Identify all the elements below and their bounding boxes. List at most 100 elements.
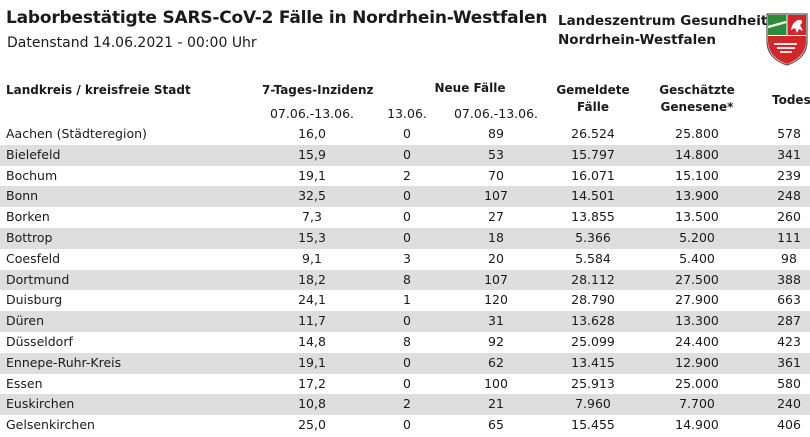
deaths: 260 xyxy=(777,209,801,225)
district-name: Coesfeld xyxy=(6,250,61,266)
table-row: Bonn 32,5 0 107 14.501 13.900 248 xyxy=(0,186,810,208)
reported-cases: 28.790 xyxy=(571,292,615,308)
incidence-value: 7,3 xyxy=(302,209,322,225)
incidence-value: 16,0 xyxy=(298,126,326,141)
reported-cases: 15.455 xyxy=(571,417,615,433)
district-name: Gelsenkirchen xyxy=(6,417,95,433)
new-cases-day: 0 xyxy=(403,126,411,141)
district-name: Dortmund xyxy=(6,271,70,287)
recovered-estimate: 7.700 xyxy=(679,396,715,412)
new-cases-week: 18 xyxy=(488,229,504,245)
district-name: Bochum xyxy=(6,167,58,183)
new-cases-day: 0 xyxy=(403,188,411,204)
new-cases-week: 107 xyxy=(484,188,508,204)
subheader-new-cases-week: 07.06.-13.06. xyxy=(453,106,539,121)
reported-cases: 13.628 xyxy=(571,313,615,329)
new-cases-week: 65 xyxy=(488,417,504,433)
column-header-reported-line-2: Fälle xyxy=(577,100,609,114)
district-name: Düsseldorf xyxy=(6,333,73,349)
incidence-value: 11,7 xyxy=(298,313,326,329)
reported-cases: 5.584 xyxy=(575,250,611,266)
deaths: 388 xyxy=(777,271,801,287)
case-table-body: Aachen (Städteregion) 16,0 0 89 26.524 25.800… xyxy=(0,124,810,436)
recovered-estimate: 13.900 xyxy=(675,188,719,204)
deaths: 239 xyxy=(777,167,801,183)
column-header-recovered-line-2: Genesene* xyxy=(660,100,734,114)
deaths: 406 xyxy=(777,417,801,433)
table-row: Duisburg 24,1 1 120 28.790 27.900 663 xyxy=(0,290,810,311)
recovered-estimate: 25.000 xyxy=(675,375,719,391)
new-cases-week: 70 xyxy=(488,167,504,183)
district-name: Bonn xyxy=(6,188,39,204)
reported-cases: 15.797 xyxy=(571,146,615,162)
recovered-estimate: 15.100 xyxy=(675,167,719,183)
reported-cases: 14.501 xyxy=(571,188,615,204)
table-row: Coesfeld 9,1 3 20 5.584 5.400 98 xyxy=(0,249,810,270)
column-header-reported-cases: Gemeldete Fälle xyxy=(555,82,631,116)
incidence-value: 9,1 xyxy=(302,250,322,266)
incidence-value: 19,1 xyxy=(298,167,326,183)
reported-cases: 16.071 xyxy=(571,167,615,183)
recovered-estimate: 5.400 xyxy=(679,250,715,266)
new-cases-week: 100 xyxy=(484,375,508,391)
new-cases-week: 20 xyxy=(488,250,504,266)
district-name: Duisburg xyxy=(6,292,63,308)
new-cases-day: 2 xyxy=(403,167,411,183)
recovered-estimate: 14.800 xyxy=(675,146,719,162)
new-cases-week: 120 xyxy=(484,292,508,308)
column-header-district: Landkreis / kreisfreie Stadt xyxy=(6,83,191,97)
table-row: Gelsenkirchen 25,0 0 65 15.455 14.900 406 xyxy=(0,415,810,436)
table-row: Düsseldorf 14,8 8 92 25.099 24.400 423 xyxy=(0,332,810,353)
recovered-estimate: 27.900 xyxy=(675,292,719,308)
district-name: Ennepe-Ruhr-Kreis xyxy=(6,354,122,370)
reported-cases: 13.415 xyxy=(571,354,615,370)
incidence-value: 24,1 xyxy=(298,292,326,308)
table-row: Bochum 19,1 2 70 16.071 15.100 239 xyxy=(0,166,810,187)
new-cases-day: 0 xyxy=(403,375,411,391)
column-header-recovered: Geschätzte Genesene* xyxy=(645,82,749,116)
new-cases-week: 21 xyxy=(488,396,504,412)
new-cases-day: 0 xyxy=(403,146,411,162)
new-cases-week: 27 xyxy=(488,209,504,225)
incidence-value: 15,9 xyxy=(298,146,326,162)
incidence-value: 14,8 xyxy=(298,333,326,349)
new-cases-week: 31 xyxy=(488,313,504,329)
new-cases-day: 0 xyxy=(403,417,411,433)
district-name: Bottrop xyxy=(6,229,53,245)
deaths: 111 xyxy=(777,229,801,245)
reported-cases: 25.913 xyxy=(571,375,615,391)
recovered-estimate: 24.400 xyxy=(675,333,719,349)
new-cases-day: 8 xyxy=(403,333,411,349)
subheader-new-cases-day: 13.06. xyxy=(387,106,427,121)
new-cases-week: 92 xyxy=(488,333,504,349)
new-cases-day: 0 xyxy=(403,313,411,329)
new-cases-week: 89 xyxy=(488,126,504,141)
reported-cases: 25.099 xyxy=(571,333,615,349)
new-cases-week: 62 xyxy=(488,354,504,370)
deaths: 248 xyxy=(777,188,801,204)
column-header-deaths: Todesfälle xyxy=(772,93,810,107)
column-header-incidence: 7-Tages-Inzidenz xyxy=(262,83,374,97)
new-cases-day: 1 xyxy=(403,292,411,308)
new-cases-day: 0 xyxy=(403,229,411,245)
district-name: Euskirchen xyxy=(6,396,75,412)
incidence-value: 15,3 xyxy=(298,229,326,245)
new-cases-day: 3 xyxy=(403,250,411,266)
reported-cases: 7.960 xyxy=(575,396,611,412)
deaths: 240 xyxy=(777,396,801,412)
deaths: 287 xyxy=(777,313,801,329)
column-header-recovered-line-1: Geschätzte xyxy=(659,83,735,97)
reported-cases: 5.366 xyxy=(575,229,611,245)
recovered-estimate: 13.500 xyxy=(675,209,719,225)
deaths: 423 xyxy=(777,333,801,349)
table-row: Bielefeld 15,9 0 53 15.797 14.800 341 xyxy=(0,144,810,166)
deaths: 578 xyxy=(777,126,801,141)
reported-cases: 13.855 xyxy=(571,209,615,225)
subheader-incidence-period: 07.06.-13.06. xyxy=(269,106,355,121)
publisher-line-1: Landeszentrum Gesundheit xyxy=(558,13,768,29)
table-row: Ennepe-Ruhr-Kreis 19,1 0 62 13.415 12.900 361 xyxy=(0,352,810,374)
reported-cases: 28.112 xyxy=(571,271,615,287)
nrw-coat-of-arms-icon xyxy=(766,13,808,66)
incidence-value: 32,5 xyxy=(298,188,326,204)
reported-cases: 26.524 xyxy=(571,126,615,141)
